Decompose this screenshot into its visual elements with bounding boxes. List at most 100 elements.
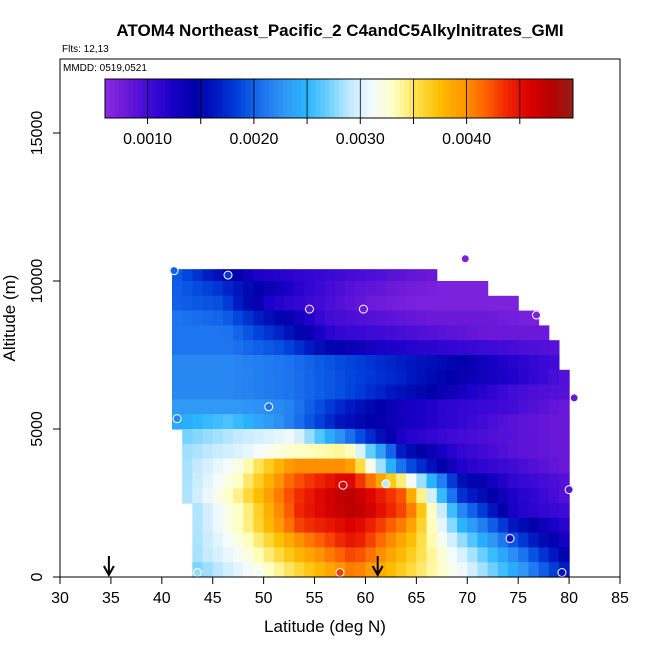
- heatmap-cell: [212, 517, 224, 534]
- heatmap-cell: [426, 355, 438, 371]
- heatmap-cell: [416, 547, 428, 563]
- heatmap-cell: [314, 532, 326, 548]
- heatmap-cell: [345, 399, 356, 415]
- heatmap-cell: [294, 443, 305, 460]
- heatmap-cell: [273, 369, 285, 386]
- heatmap-cell: [528, 355, 540, 371]
- colorbar-swatch: [133, 79, 139, 118]
- heatmap-cell: [416, 340, 428, 356]
- heatmap-cell: [253, 414, 265, 430]
- heatmap-cell: [233, 517, 244, 534]
- heatmap-cell: [467, 547, 479, 563]
- heatmap-cell: [314, 547, 326, 563]
- colorbar-swatch: [119, 79, 125, 118]
- heatmap-cell: [467, 355, 479, 371]
- heatmap-cell: [263, 443, 275, 460]
- heatmap-cell: [345, 269, 356, 282]
- heatmap-cell: [426, 369, 438, 386]
- colorbar-swatch: [427, 79, 434, 118]
- heatmap-cell: [253, 355, 265, 371]
- heatmap-cell: [467, 517, 479, 534]
- heatmap-cell: [508, 488, 519, 504]
- heatmap-cell: [212, 532, 224, 548]
- heatmap-cell: [324, 414, 336, 430]
- heatmap-cell: [406, 399, 417, 415]
- heatmap-cell: [334, 503, 346, 519]
- heatmap-cell: [396, 473, 407, 489]
- heatmap-cell: [355, 429, 367, 445]
- heatmap-cell: [334, 295, 346, 312]
- heatmap-cell: [365, 355, 377, 371]
- observation-point: [264, 402, 274, 412]
- heatmap-cell: [396, 369, 407, 386]
- heatmap-cell: [182, 473, 193, 489]
- heatmap-cell: [518, 443, 529, 460]
- heatmap-cell: [355, 295, 367, 312]
- heatmap-cell: [416, 384, 428, 400]
- heatmap-cell: [548, 473, 560, 489]
- colorbar-swatch: [222, 79, 228, 118]
- heatmap-cell: [202, 503, 214, 519]
- heatmap-cell: [243, 503, 255, 519]
- colorbar-swatch: [441, 79, 448, 118]
- heatmap-cell: [304, 369, 316, 386]
- colorbar-swatch: [334, 79, 340, 118]
- heatmap-cell: [273, 458, 285, 474]
- heatmap-cell: [273, 488, 285, 504]
- heatmap-cell: [233, 281, 244, 297]
- heatmap-cell: [192, 355, 204, 371]
- observation-point: [532, 310, 542, 320]
- heatmap-cell: [263, 269, 275, 282]
- heatmap-cell: [314, 503, 326, 519]
- heatmap-cell: [355, 503, 367, 519]
- heatmap-cell: [548, 562, 560, 578]
- colorbar-swatch: [362, 79, 368, 118]
- heatmap-cell: [457, 443, 468, 460]
- colorbar-swatch: [278, 79, 284, 118]
- heatmap-cell: [436, 340, 448, 356]
- heatmap-cell: [406, 503, 417, 519]
- heatmap-cell: [355, 488, 367, 504]
- heatmap-cell: [355, 325, 367, 341]
- heatmap-cell: [202, 325, 214, 341]
- heatmap-cell: [538, 369, 550, 386]
- heatmap-cell: [182, 325, 193, 341]
- heatmap-cell: [202, 295, 214, 312]
- colorbar-swatch: [526, 79, 532, 118]
- heatmap-cell: [396, 429, 407, 445]
- heatmap-cell: [385, 429, 397, 445]
- colorbar-swatch: [409, 79, 415, 118]
- heatmap-cell: [385, 473, 397, 489]
- x-tick-label: 55: [306, 590, 324, 607]
- heatmap-cell: [457, 532, 468, 548]
- colorbar-swatch: [353, 79, 359, 118]
- heatmap-cell: [396, 443, 407, 460]
- heatmap-cell: [538, 503, 550, 519]
- heatmap-cell: [416, 443, 428, 460]
- heatmap-cell: [222, 414, 234, 430]
- heatmap-cell: [385, 443, 397, 460]
- heatmap-cell: [538, 547, 550, 563]
- heatmap-cell: [253, 269, 265, 282]
- heatmap-cell: [253, 310, 265, 326]
- heatmap-cell: [273, 547, 285, 563]
- heatmap-cell: [324, 429, 336, 445]
- heatmap-cell: [558, 384, 570, 400]
- heatmap-cell: [334, 281, 346, 297]
- heatmap-cell: [436, 562, 448, 578]
- colorbar-swatch: [474, 79, 480, 118]
- heatmap-cell: [436, 414, 448, 430]
- heatmap-cell: [355, 340, 367, 356]
- heatmap-cell: [396, 414, 407, 430]
- colorbar-swatch: [460, 79, 466, 118]
- heatmap-cell: [345, 443, 356, 460]
- colorbar-swatch: [226, 79, 232, 118]
- heatmap-cell: [273, 355, 285, 371]
- heatmap-cell: [396, 399, 407, 415]
- heatmap-cell: [436, 473, 448, 489]
- heatmap-cell: [314, 443, 326, 460]
- heatmap-cell: [446, 488, 458, 504]
- heatmap-cell: [304, 562, 316, 578]
- heatmap-cell: [396, 355, 407, 371]
- heatmap-cell: [396, 340, 407, 356]
